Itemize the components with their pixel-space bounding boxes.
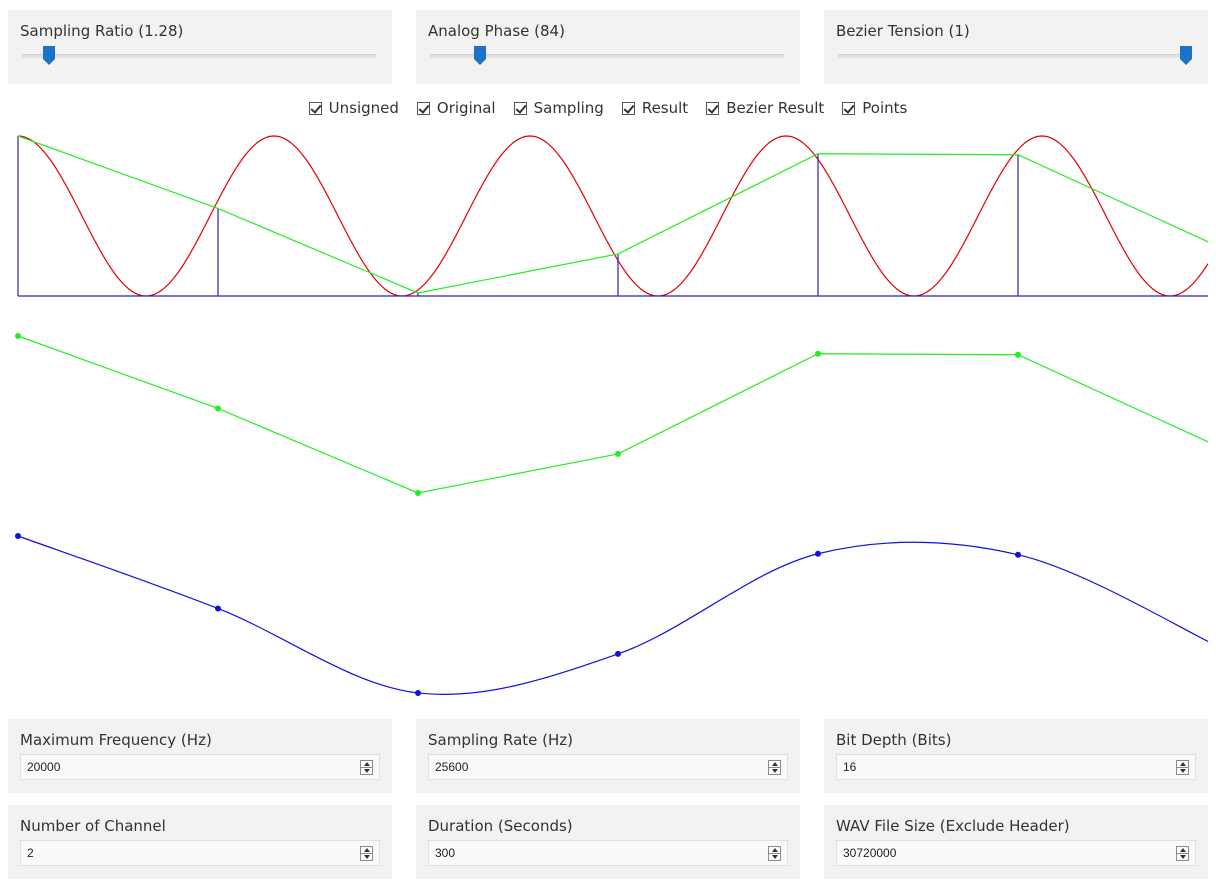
checkbox-bezier-result-label: Bezier Result [726, 99, 825, 117]
checkbox-sampling-box[interactable] [513, 101, 527, 115]
sampling-rate-value: 25600 [435, 760, 469, 774]
slider-panel-bezier-tension: Bezier Tension (1) [824, 10, 1208, 84]
analog-phase-label: Analog Phase (84) [428, 22, 565, 40]
field-panel-duration: Duration (Seconds) 300 [416, 805, 800, 879]
analog-phase-thumb[interactable] [474, 46, 487, 65]
result-point [415, 489, 421, 496]
duration-input[interactable]: 300 [428, 840, 788, 866]
channels-spinner[interactable] [360, 846, 373, 861]
analog-phase-track[interactable] [430, 54, 784, 58]
bezier-result-plot [15, 533, 1208, 696]
checkbox-original-box[interactable] [416, 101, 430, 115]
field-panel-sampling-rate: Sampling Rate (Hz) 25600 [416, 719, 800, 793]
checkbox-points-box[interactable] [842, 101, 856, 115]
duration-label: Duration (Seconds) [428, 817, 573, 835]
sampling-ratio-label: Sampling Ratio (1.28) [20, 22, 184, 40]
max-frequency-input[interactable]: 20000 [20, 754, 380, 780]
sampling-rate-spinner[interactable] [768, 760, 781, 775]
wav-size-spinner[interactable] [1176, 846, 1189, 861]
bit-depth-label: Bit Depth (Bits) [836, 731, 952, 749]
sampling-ratio-track[interactable] [22, 54, 376, 58]
checkbox-sampling[interactable]: Sampling [513, 97, 604, 119]
result-line [17, 335, 1209, 494]
waveform-canvas [15, 135, 1209, 696]
channels-value: 2 [27, 846, 34, 860]
wav-size-label: WAV File Size (Exclude Header) [836, 817, 1070, 835]
bezier-point [15, 533, 21, 539]
checkbox-points[interactable]: Points [842, 97, 907, 119]
checkbox-sampling-label: Sampling [533, 99, 604, 117]
checkbox-unsigned-label: Unsigned [328, 99, 399, 117]
field-panel-bit-depth: Bit Depth (Bits) 16 [824, 719, 1208, 793]
bezier-curve [17, 535, 1208, 696]
bit-depth-spinner[interactable] [1176, 760, 1189, 775]
result-point [15, 333, 21, 339]
checkbox-original-label: Original [436, 99, 496, 117]
duration-spinner[interactable] [768, 846, 781, 861]
bezier-tension-thumb[interactable] [1180, 46, 1192, 65]
bezier-point [815, 550, 821, 557]
checkbox-unsigned-box[interactable] [308, 101, 322, 115]
sampling-rate-label: Sampling Rate (Hz) [428, 731, 573, 749]
bezier-point [615, 650, 621, 657]
checkbox-result-label: Result [641, 99, 689, 117]
original-signal-plot [17, 135, 1209, 297]
checkbox-unsigned[interactable]: Unsigned [308, 97, 399, 119]
bezier-point [215, 605, 221, 612]
duration-value: 300 [435, 846, 456, 860]
checkbox-points-label: Points [862, 99, 908, 117]
field-panel-channels: Number of Channel 2 [8, 805, 392, 879]
original-sine-curve [17, 135, 1209, 297]
result-point [1015, 351, 1021, 358]
result-overlay-line [17, 135, 1209, 294]
bit-depth-input[interactable]: 16 [836, 754, 1196, 780]
result-point [615, 450, 621, 457]
checkbox-bezier-result[interactable]: Bezier Result [706, 97, 824, 119]
checkbox-original[interactable]: Original [416, 97, 496, 119]
sampling-rate-input[interactable]: 25600 [428, 754, 788, 780]
slider-panel-sampling-ratio: Sampling Ratio (1.28) [8, 10, 392, 84]
wav-size-input[interactable]: 30720000 [836, 840, 1196, 866]
field-panel-max-frequency: Maximum Frequency (Hz) 20000 [8, 719, 392, 793]
wav-size-value: 30720000 [843, 846, 897, 860]
sampling-ratio-thumb[interactable] [42, 46, 55, 65]
channels-label: Number of Channel [20, 817, 166, 835]
result-point [215, 405, 221, 412]
field-panel-wav-size: WAV File Size (Exclude Header) 30720000 [824, 805, 1208, 879]
checkbox-bezier-result-box[interactable] [706, 101, 720, 115]
result-point [815, 350, 821, 357]
bit-depth-value: 16 [843, 760, 857, 774]
max-frequency-spinner[interactable] [360, 760, 373, 775]
max-frequency-value: 20000 [27, 760, 61, 774]
display-options: Unsigned Original Sampling Result Bezier… [0, 97, 1216, 119]
result-plot [15, 333, 1209, 496]
checkbox-result[interactable]: Result [621, 97, 689, 119]
sampling-plot [17, 135, 1209, 297]
max-frequency-label: Maximum Frequency (Hz) [20, 731, 212, 749]
checkbox-result-box[interactable] [621, 101, 635, 115]
bezier-point [1015, 551, 1021, 558]
bezier-point [415, 689, 421, 696]
slider-panel-analog-phase: Analog Phase (84) [416, 10, 800, 84]
channels-input[interactable]: 2 [20, 840, 380, 866]
bezier-tension-track[interactable] [838, 54, 1192, 58]
bezier-tension-label: Bezier Tension (1) [836, 22, 970, 40]
